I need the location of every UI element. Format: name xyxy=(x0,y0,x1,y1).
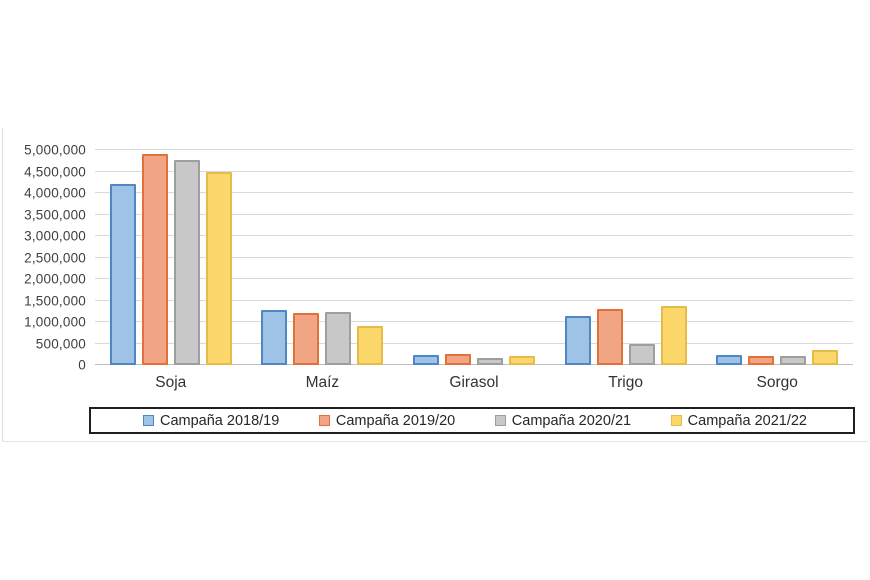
legend-item: Campaña 2020/21 xyxy=(494,412,632,429)
gridline xyxy=(95,342,853,344)
gridline xyxy=(95,170,853,172)
y-axis: 0 500,000 1,000,000 1,500,000 2,000,000 2,500… xyxy=(0,143,86,373)
bar-group xyxy=(95,150,247,365)
legend-label: Campaña 2021/22 xyxy=(687,412,807,429)
bar xyxy=(444,353,471,365)
bar-group xyxy=(398,150,550,365)
figure-bottom-edge-line xyxy=(2,441,868,442)
bar xyxy=(412,354,439,365)
bar xyxy=(716,355,743,365)
bar-group xyxy=(247,150,399,365)
bar xyxy=(141,154,168,365)
category-label: Girasol xyxy=(449,374,499,391)
legend-item: Campaña 2018/19 xyxy=(143,413,279,429)
figure-left-edge-line xyxy=(2,128,3,441)
category-label: Maíz xyxy=(305,374,340,391)
gridline xyxy=(95,235,853,236)
gridline xyxy=(95,256,853,258)
category-label: Soja xyxy=(155,374,187,391)
bar-groups xyxy=(95,150,853,365)
legend-item: Campaña 2021/22 xyxy=(670,412,807,429)
bar xyxy=(261,310,288,365)
legend-label: Campaña 2020/21 xyxy=(511,412,632,429)
legend-swatch-icon xyxy=(143,415,154,426)
y-tick-label: 500,000 xyxy=(35,336,86,351)
y-tick-label: 2,500,000 xyxy=(24,250,86,265)
bar xyxy=(508,355,535,365)
y-tick-label: 4,000,000 xyxy=(24,185,86,201)
y-tick-label: 5,000,000 xyxy=(24,142,86,158)
x-axis: Soja Maíz Girasol Trigo Sorgo xyxy=(95,374,853,398)
x-axis-line xyxy=(95,364,853,365)
gridline xyxy=(95,299,853,301)
plot-area xyxy=(95,149,853,365)
gridline xyxy=(95,149,853,150)
bar xyxy=(812,349,839,365)
bar xyxy=(660,305,687,365)
category-label: Sorgo xyxy=(756,374,798,391)
category-label: Trigo xyxy=(608,374,643,391)
legend-item: Campaña 2019/20 xyxy=(318,412,456,429)
y-tick-label: 2,000,000 xyxy=(24,271,86,287)
y-tick-label: 1,000,000 xyxy=(24,314,86,330)
bar-group xyxy=(550,150,702,365)
gridline xyxy=(95,213,853,215)
gridline xyxy=(95,192,853,193)
bar xyxy=(596,309,623,365)
bar xyxy=(564,316,591,365)
gridline xyxy=(95,321,853,322)
y-tick-label: 3,000,000 xyxy=(24,228,86,244)
bar xyxy=(748,356,775,365)
y-tick-label: 4,500,000 xyxy=(24,164,86,179)
legend: Campaña 2018/19 Campaña 2019/20 Campaña 20… xyxy=(89,407,855,434)
bar xyxy=(173,160,200,365)
bar xyxy=(476,357,503,365)
y-tick-label: 1,500,000 xyxy=(24,293,86,308)
legend-swatch-icon xyxy=(494,415,506,426)
legend-swatch-icon xyxy=(318,415,330,426)
bar-group xyxy=(701,150,853,365)
bar xyxy=(325,311,352,365)
y-tick-label: 0 xyxy=(78,357,86,373)
gridline xyxy=(95,278,853,279)
bar xyxy=(205,172,232,365)
legend-swatch-icon xyxy=(670,415,682,426)
legend-label: Campaña 2018/19 xyxy=(160,412,280,429)
bar xyxy=(293,312,320,365)
legend-label: Campaña 2019/20 xyxy=(335,412,456,429)
y-tick-label: 3,500,000 xyxy=(24,207,86,222)
bar xyxy=(780,355,807,365)
bar xyxy=(628,344,655,365)
bar xyxy=(109,184,136,365)
bar xyxy=(357,325,384,365)
